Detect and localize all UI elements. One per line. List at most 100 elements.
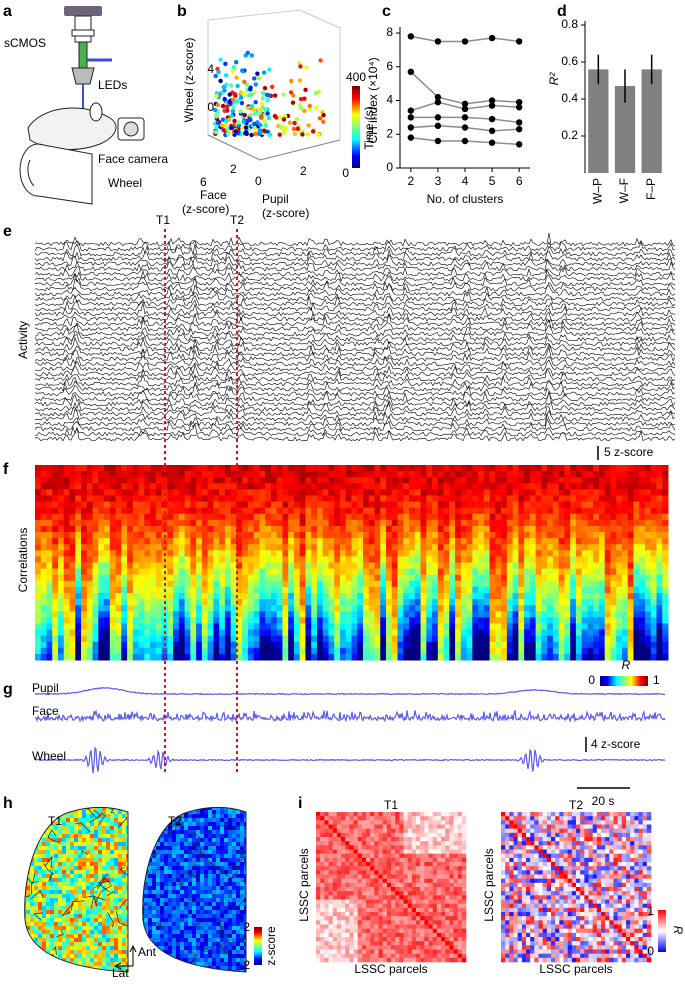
heatmap-cell-decor [369, 477, 375, 484]
heatmap-cell-decor [444, 495, 450, 502]
heatmap-cell-decor [259, 636, 265, 643]
map-pixel-decor [58, 918, 62, 922]
heatmap-cell-decor [202, 550, 208, 557]
heatmap-cell-decor [196, 563, 202, 570]
heatmap-cell-decor [58, 575, 64, 582]
heatmap-cell-decor [340, 611, 346, 618]
heatmap-cell-decor [507, 636, 513, 643]
map-pixel-decor [26, 958, 30, 962]
heatmap-cell-decor [518, 544, 524, 551]
heatmap-cell-decor [369, 532, 375, 539]
heatmap-cell-decor [421, 508, 427, 515]
map-pixel-decor [58, 854, 62, 858]
panel-letter: i [298, 795, 302, 812]
heatmap-cell-decor [547, 471, 553, 478]
heatmap-cell-decor [323, 520, 329, 527]
heatmap-cell-decor [58, 532, 64, 539]
heatmap-cell-decor [259, 489, 265, 496]
heatmap-cell-decor [271, 514, 277, 521]
heatmap-cell-decor [93, 569, 99, 576]
heatmap-cell-decor [294, 623, 300, 630]
map-pixel-decor [74, 938, 78, 942]
heatmap-cell-decor [248, 556, 254, 563]
heatmap-cell-decor [35, 611, 41, 618]
heatmap-cell-decor [593, 581, 599, 588]
heatmap-cell-decor [472, 581, 478, 588]
heatmap-cell-decor [455, 587, 461, 594]
heatmap-cell-decor [87, 593, 93, 600]
map-pixel-decor [30, 818, 34, 822]
heatmap-cell-decor [87, 544, 93, 551]
heatmap-cell-decor [651, 630, 657, 637]
heatmap-cell-decor [173, 642, 179, 649]
map-pixel-decor [98, 942, 102, 946]
heatmap-cell-decor [415, 581, 421, 588]
heatmap-cell-decor [144, 593, 150, 600]
heatmap-cell-decor [484, 471, 490, 478]
heatmap-cell-decor [369, 563, 375, 570]
heatmap-cell-decor [110, 611, 116, 618]
heatmap-cell-decor [518, 538, 524, 545]
map-pixel-decor [78, 926, 82, 930]
heatmap-cell-decor [409, 556, 415, 563]
heatmap-cell-decor [513, 563, 519, 570]
heatmap-cell-decor [518, 648, 524, 655]
map-pixel-decor [66, 886, 70, 890]
heatmap-cell-decor [392, 502, 398, 509]
heatmap-cell-decor [547, 563, 553, 570]
heatmap-cell-decor [478, 520, 484, 527]
heatmap-cell-decor [386, 495, 392, 502]
heatmap-cell-decor [530, 630, 536, 637]
heatmap-cell-decor [576, 550, 582, 557]
map-pixel-decor [122, 914, 126, 918]
heatmap-cell-decor [190, 581, 196, 588]
heatmap-cell-decor [513, 599, 519, 606]
heatmap-cell-decor [167, 477, 173, 484]
heatmap-cell-decor [346, 526, 352, 533]
heatmap-cell-decor [121, 617, 127, 624]
heatmap-cell-decor [277, 587, 283, 594]
heatmap-cell-decor [110, 465, 116, 472]
heatmap-cell-decor [340, 654, 346, 661]
heatmap-cell-decor [478, 569, 484, 576]
heatmap-cell-decor [208, 520, 214, 527]
heatmap-cell-decor [536, 502, 542, 509]
trace-decor [35, 292, 675, 301]
heatmap-cell-decor [202, 483, 208, 490]
heatmap-cell-decor [656, 611, 662, 618]
heatmap-cell-decor [340, 587, 346, 594]
heatmap-cell-decor [398, 599, 404, 606]
heatmap-cell-decor [75, 611, 81, 618]
heatmap-cell-decor [564, 563, 570, 570]
heatmap-cell-decor [93, 642, 99, 649]
heatmap-cell-decor [35, 520, 41, 527]
heatmap-cell-decor [116, 465, 122, 472]
heatmap-cell-decor [570, 605, 576, 612]
heatmap-cell-decor [150, 556, 156, 563]
map-pixel-decor [82, 898, 86, 902]
heatmap-cell-decor [196, 544, 202, 551]
map-pixel-decor [118, 834, 122, 838]
heatmap-cell-decor [35, 495, 41, 502]
heatmap-cell-decor [593, 563, 599, 570]
heatmap-cell-decor [375, 550, 381, 557]
heatmap-cell-decor [461, 514, 467, 521]
heatmap-cell-decor [340, 642, 346, 649]
map-pixel-decor [62, 842, 66, 846]
map-pixel-decor [34, 922, 38, 926]
map-pixel-decor [74, 894, 78, 898]
heatmap-cell-decor [58, 642, 64, 649]
heatmap-cell-decor [478, 648, 484, 655]
heatmap-cell-decor [294, 569, 300, 576]
heatmap-cell-decor [271, 623, 277, 630]
heatmap-cell-decor [47, 550, 53, 557]
heatmap-cell-decor [150, 563, 156, 570]
heatmap-cell-decor [225, 623, 231, 630]
heatmap-cell-decor [219, 471, 225, 478]
heatmap-cell-decor [294, 556, 300, 563]
heatmap-cell-decor [179, 544, 185, 551]
heatmap-cell-decor [478, 550, 484, 557]
map-pixel-decor [74, 818, 78, 822]
heatmap-cell-decor [415, 563, 421, 570]
heatmap-cell-decor [190, 593, 196, 600]
